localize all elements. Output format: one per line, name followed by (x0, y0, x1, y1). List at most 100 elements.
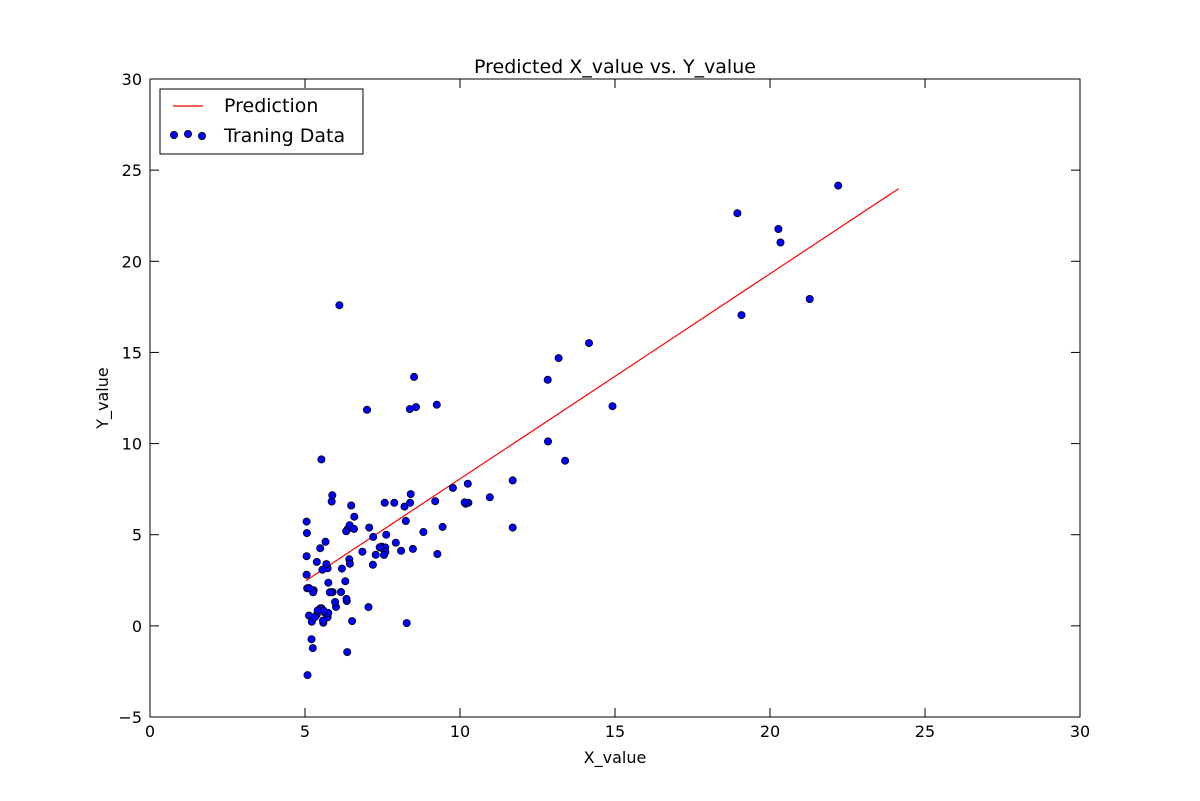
training-data-point (312, 557, 321, 566)
training-data-point (419, 528, 428, 537)
training-data-point (302, 529, 311, 538)
x-axis-ticks: 0 5 10 15 20 25 30 (145, 79, 1090, 741)
training-data-point (319, 606, 328, 615)
training-data-point (331, 598, 340, 607)
training-data-point (307, 635, 316, 644)
training-data-point (432, 400, 441, 409)
training-data-point (305, 584, 314, 593)
training-data-point (371, 550, 380, 559)
training-data-point (401, 517, 410, 526)
training-data-point (544, 437, 553, 446)
y-tick-label: 15 (122, 343, 142, 362)
y-tick-label: 20 (122, 252, 142, 271)
legend-training-marker (183, 129, 192, 138)
training-data-point (348, 617, 357, 626)
training-data-point (805, 294, 814, 303)
training-data-point (335, 301, 344, 310)
training-data-point (431, 497, 440, 506)
training-data-point (318, 616, 327, 625)
training-data-point (325, 588, 334, 597)
training-data-point (336, 588, 345, 597)
y-axis-label: Y_value (93, 367, 113, 429)
training-data-point (408, 544, 417, 553)
training-data-point (324, 578, 333, 587)
training-data-point (345, 559, 354, 568)
training-data-point (343, 648, 352, 657)
plot-area (302, 181, 899, 680)
training-data-point (433, 550, 442, 559)
legend-prediction-label: Prediction (224, 95, 318, 117)
training-data-point (308, 644, 317, 653)
training-data-point (834, 181, 843, 190)
training-data-point (380, 498, 389, 507)
training-data-point (310, 613, 319, 622)
y-tick-label: 25 (122, 161, 142, 180)
training-data-point (358, 547, 367, 556)
y-tick-label: 30 (122, 70, 142, 89)
training-data-point (342, 594, 351, 603)
x-tick-label: 15 (605, 722, 625, 741)
x-tick-label: 5 (300, 722, 310, 741)
prediction-line (305, 188, 899, 582)
training-data-point (397, 546, 406, 555)
training-data-point (410, 372, 419, 381)
legend: Prediction Traning Data (159, 88, 364, 155)
training-data-point (485, 493, 494, 502)
training-data-point (379, 550, 388, 559)
training-data-point (448, 483, 457, 492)
x-tick-label: 30 (1070, 722, 1090, 741)
training-data-point (375, 543, 384, 552)
training-data-point (463, 479, 472, 488)
training-data-point (438, 522, 447, 531)
chart-title: Predicted X_value vs. Y_value (474, 56, 756, 78)
training-data-point (362, 405, 371, 414)
x-tick-label: 20 (760, 722, 780, 741)
training-data-point (302, 570, 311, 579)
training-data-point (400, 502, 409, 511)
training-data-point (342, 527, 351, 536)
training-data-point (411, 403, 420, 412)
training-data-point (302, 552, 311, 561)
training-data-point (460, 498, 469, 507)
training-data-point (364, 603, 373, 612)
training-data-point (406, 490, 415, 499)
training-data-point (390, 498, 399, 507)
training-data-point (406, 498, 415, 507)
training-data-point (554, 354, 563, 363)
y-tick-label: 0 (132, 617, 142, 636)
training-data-point (318, 565, 327, 574)
training-data-point (543, 375, 552, 384)
legend-training-marker (197, 131, 206, 140)
training-data-point (350, 512, 359, 521)
y-tick-label: −5 (118, 708, 142, 727)
training-data-point (337, 564, 346, 573)
y-tick-label: 5 (132, 526, 142, 545)
training-data-point (321, 537, 330, 546)
training-data-point (322, 560, 331, 569)
y-tick-label: 10 (122, 435, 142, 454)
training-data-point (733, 209, 742, 218)
training-data-point (365, 523, 374, 532)
training-data-point (316, 544, 325, 553)
training-data-point (585, 339, 594, 348)
legend-training-marker (169, 130, 178, 139)
legend-training-label: Traning Data (223, 125, 345, 147)
training-data-point (303, 671, 312, 680)
training-data-point (391, 538, 400, 547)
training-data-point (368, 560, 377, 569)
training-data-point (382, 530, 391, 539)
training-data-point (608, 402, 617, 411)
training-data-point (347, 501, 356, 510)
training-data-point (774, 224, 783, 233)
x-axis-label: X_value (584, 748, 647, 768)
training-data-point (402, 619, 411, 628)
training-data-point (328, 491, 337, 500)
training-data-point (341, 577, 350, 586)
training-data-point (508, 476, 517, 485)
training-data-point (317, 455, 326, 464)
x-tick-label: 0 (145, 722, 155, 741)
training-data-point (737, 311, 746, 320)
legend-box (159, 88, 364, 155)
